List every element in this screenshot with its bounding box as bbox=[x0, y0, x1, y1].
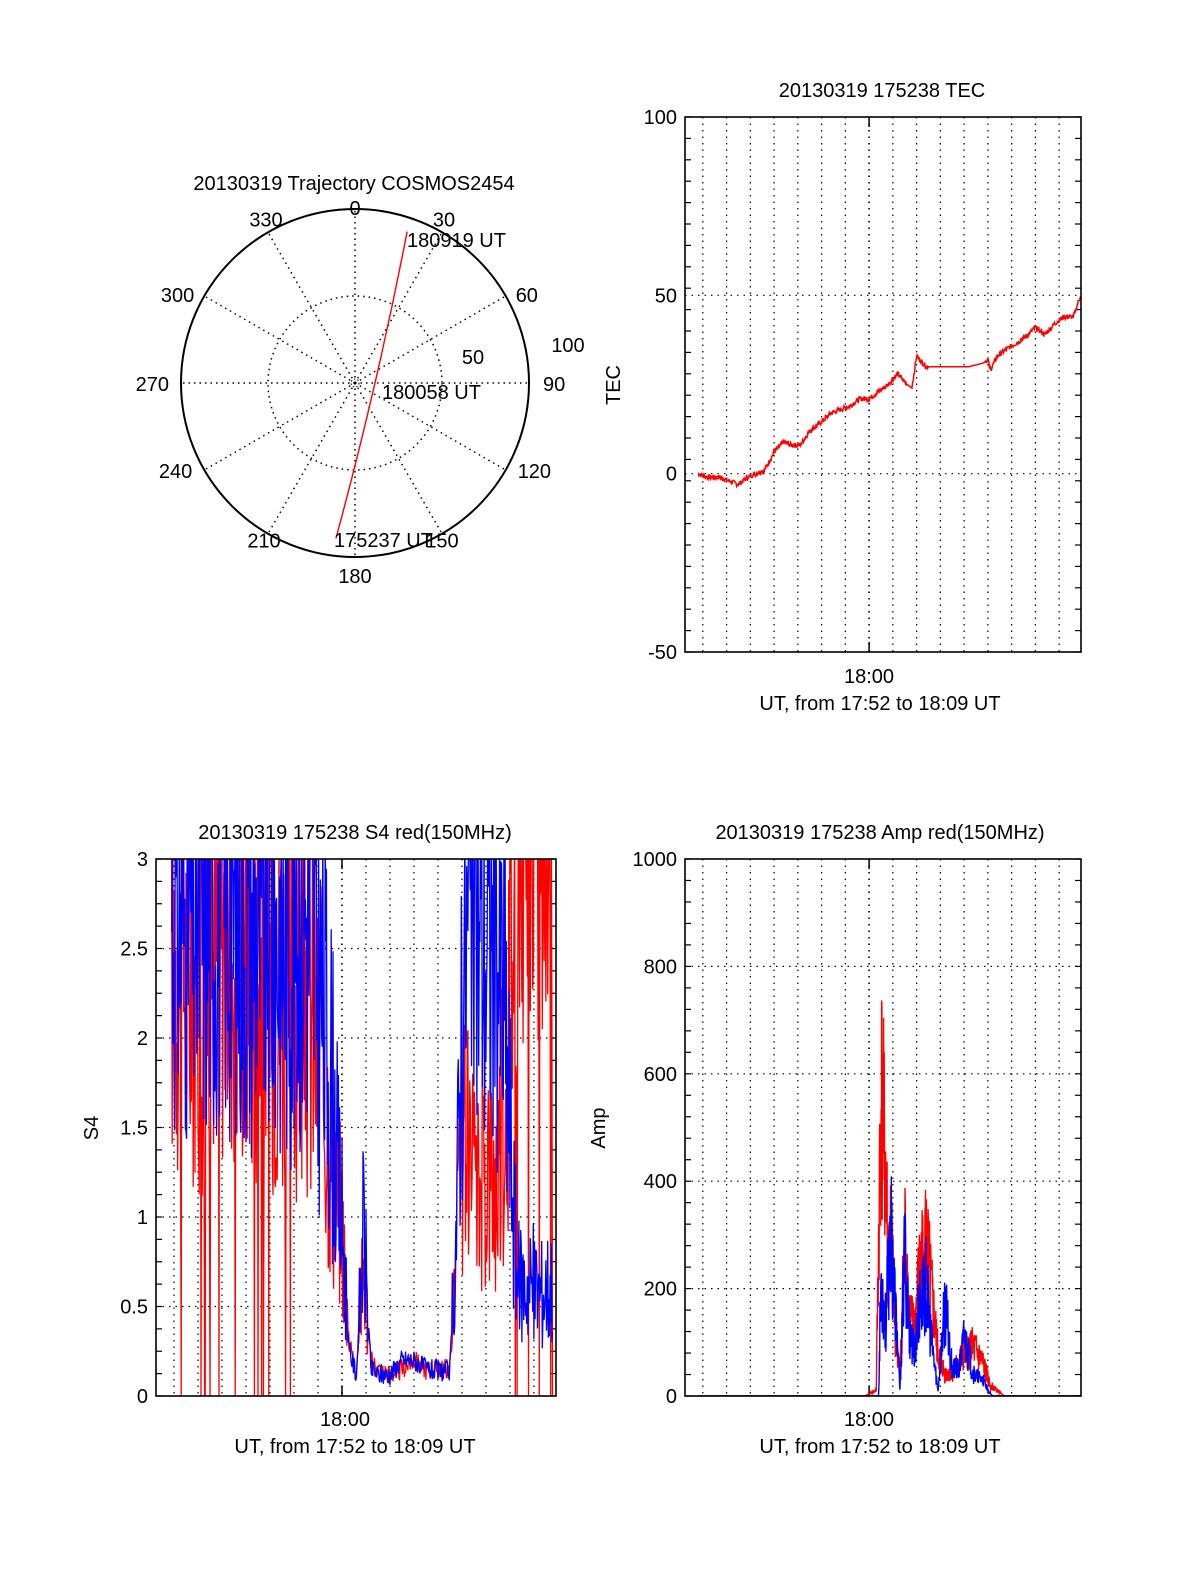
radial-label-50: 50 bbox=[462, 347, 484, 369]
amp-panel: 20130319 175238 Amp red(150MHz) 0 200 400 6… bbox=[588, 822, 1082, 1458]
amp-ytick-label: 600 bbox=[644, 1064, 677, 1086]
polar-spoke-60 bbox=[354, 295, 507, 384]
s4-ytick-label: 0 bbox=[137, 1386, 148, 1408]
polar-angle-label-60: 60 bbox=[516, 285, 538, 307]
radial-label-100: 100 bbox=[551, 335, 584, 357]
polar-spoke-30 bbox=[354, 231, 443, 384]
s4-panel: 20130319 175238 S4 red(150MHz) 0 0.5 1 1.5 2… bbox=[81, 822, 557, 1458]
tec-ytick-label: 100 bbox=[644, 107, 677, 129]
amp-ylabel: Amp bbox=[588, 1107, 610, 1148]
amp-ytick-label: 1000 bbox=[633, 849, 678, 871]
amp-series-group bbox=[698, 1000, 1081, 1396]
s4-xlabel: UT, from 17:52 to 18:09 UT bbox=[234, 1436, 475, 1458]
amp-title: 20130319 175238 Amp red(150MHz) bbox=[715, 822, 1044, 844]
tec-xlabel: UT, from 17:52 to 18:09 UT bbox=[759, 693, 1000, 715]
polar-angle-label-180: 180 bbox=[338, 566, 371, 588]
s4-ytick-label: 0.5 bbox=[120, 1297, 148, 1319]
s4-xtick-1800: 18:00 bbox=[320, 1409, 370, 1431]
tec-series-line bbox=[697, 296, 1081, 489]
s4-ytick-label: 2.5 bbox=[120, 939, 148, 961]
amp-ytick-label: 800 bbox=[644, 956, 677, 978]
amp-series-blue bbox=[698, 1176, 1081, 1396]
polar-spoke-300 bbox=[203, 295, 356, 384]
s4-ytick-label: 2 bbox=[137, 1028, 148, 1050]
tec-xtick-1800: 18:00 bbox=[844, 666, 894, 688]
polar-spoke-240 bbox=[203, 382, 356, 471]
annotation-end-time: 180919 UT bbox=[407, 230, 506, 252]
s4-ylabel: S4 bbox=[81, 1116, 103, 1140]
polar-spoke-210 bbox=[267, 382, 356, 535]
s4-ytick-label: 3 bbox=[137, 849, 148, 871]
annotation-start-time: 175237 UT bbox=[334, 530, 433, 552]
polar-outer-circle bbox=[180, 208, 530, 558]
polar-angle-label-270: 270 bbox=[136, 374, 169, 396]
s4-ytick-label: 1.5 bbox=[120, 1118, 148, 1140]
amp-ytick-label: 400 bbox=[644, 1171, 677, 1193]
s4-plot: 0 0.5 1 1.5 2 2.5 3 bbox=[120, 849, 557, 1408]
s4-ytick-label: 1 bbox=[137, 1207, 148, 1229]
s4-series-blue bbox=[170, 859, 554, 1386]
annotation-mid-time: 180058 UT bbox=[382, 382, 481, 404]
tec-ytick-label: -50 bbox=[648, 642, 677, 664]
trajectory-title: 20130319 Trajectory COSMOS2454 bbox=[193, 173, 514, 195]
polar-angle-labels: 0 30 60 90 120 150 180 210 240 270 300 330 bbox=[136, 198, 566, 588]
tec-ytick-label: 0 bbox=[666, 464, 677, 486]
tec-ytick-label: 50 bbox=[655, 285, 677, 307]
s4-series-group bbox=[170, 859, 554, 1396]
polar-angle-label-90: 90 bbox=[543, 374, 565, 396]
amp-axes-frame bbox=[684, 858, 1082, 1397]
amp-xlabel: UT, from 17:52 to 18:09 UT bbox=[759, 1436, 1000, 1458]
polar-angle-label-120: 120 bbox=[518, 461, 551, 483]
polar-angle-label-240: 240 bbox=[159, 461, 192, 483]
polar-grid bbox=[181, 209, 529, 557]
amp-xtick-1800: 18:00 bbox=[844, 1409, 894, 1431]
polar-center-mark bbox=[350, 378, 360, 388]
polar-angle-label-30: 30 bbox=[433, 209, 455, 231]
tec-axes-frame bbox=[684, 116, 1082, 653]
amp-series-red bbox=[698, 1000, 1081, 1396]
s4-axes-frame bbox=[155, 858, 557, 1397]
tec-title: 20130319 175238 TEC bbox=[779, 80, 985, 102]
polar-spoke-150 bbox=[354, 382, 443, 535]
tec-ylabel: TEC bbox=[603, 365, 625, 405]
polar-grid-circle-50 bbox=[267, 295, 443, 471]
polar-spoke-330 bbox=[267, 231, 356, 384]
trajectory-line bbox=[335, 231, 408, 539]
polar-angle-label-210: 210 bbox=[247, 531, 280, 553]
trajectory-series bbox=[335, 231, 408, 539]
amp-plot: 0 200 400 600 800 1000 bbox=[633, 849, 1082, 1408]
polar-angle-label-330: 330 bbox=[249, 209, 282, 231]
polar-angle-label-150: 150 bbox=[425, 531, 458, 553]
tec-plot: -50 0 50 100 bbox=[644, 107, 1082, 664]
amp-ytick-label: 200 bbox=[644, 1279, 677, 1301]
polar-angle-label-0: 0 bbox=[349, 198, 360, 220]
tec-series-group bbox=[697, 296, 1081, 489]
trajectory-panel: 20130319 Trajectory COSMOS2454 0 30 60 90 12… bbox=[136, 173, 585, 588]
polar-angle-label-300: 300 bbox=[161, 285, 194, 307]
polar-spoke-120 bbox=[354, 382, 507, 471]
s4-title: 20130319 175238 S4 red(150MHz) bbox=[198, 822, 512, 844]
amp-ytick-label: 0 bbox=[666, 1386, 677, 1408]
